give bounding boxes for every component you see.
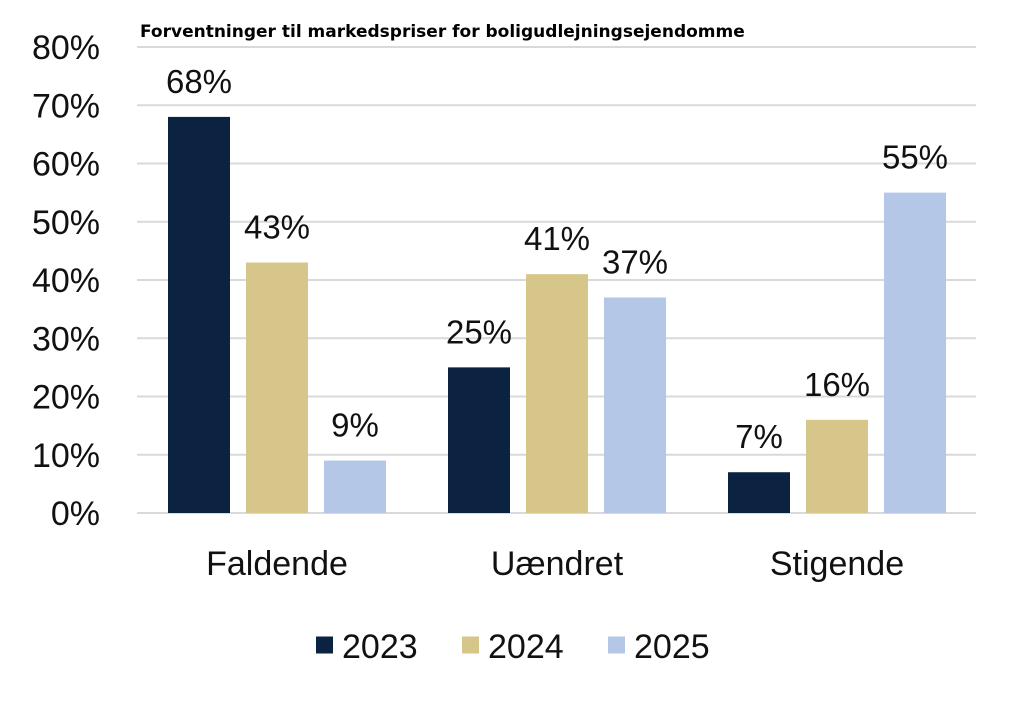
data-labels: 68% 43% 9% 25% 41% 37% 7% 16% 55% bbox=[166, 63, 948, 455]
y-axis-ticks: 0% 10% 20% 30% 40% 50% 60% 70% 80% bbox=[32, 29, 100, 533]
x-category-label: Faldende bbox=[206, 545, 348, 583]
legend-swatch-2023 bbox=[316, 636, 333, 654]
y-tick-label: 80% bbox=[32, 29, 100, 67]
bars bbox=[168, 116, 946, 514]
bar-2025-stigende bbox=[884, 192, 946, 513]
bar-2023-faldende bbox=[168, 116, 230, 514]
data-label: 43% bbox=[244, 209, 310, 246]
y-tick-label: 40% bbox=[32, 262, 100, 300]
data-label: 7% bbox=[735, 418, 783, 455]
legend-swatch-2024 bbox=[462, 636, 479, 654]
bar-2025-uændret bbox=[604, 297, 666, 513]
y-tick-label: 60% bbox=[32, 146, 100, 184]
data-label: 25% bbox=[446, 313, 512, 350]
data-label: 55% bbox=[882, 139, 948, 176]
x-axis-categories: Faldende Uændret Stigende bbox=[206, 545, 904, 583]
y-tick-label: 70% bbox=[32, 87, 100, 125]
data-label: 16% bbox=[804, 366, 870, 403]
chart-title: Forventninger til markedspriser for boli… bbox=[140, 22, 745, 42]
legend-label: 2025 bbox=[634, 628, 710, 666]
y-tick-label: 0% bbox=[51, 495, 100, 533]
data-label: 37% bbox=[602, 243, 668, 280]
y-tick-label: 10% bbox=[32, 437, 100, 475]
data-label: 68% bbox=[166, 63, 232, 100]
data-label: 41% bbox=[524, 220, 590, 257]
x-category-label: Stigende bbox=[770, 545, 904, 583]
legend: 2023 2024 2025 bbox=[316, 628, 710, 666]
legend-swatch-2025 bbox=[608, 636, 625, 654]
y-tick-label: 50% bbox=[32, 204, 100, 242]
bar-2025-faldende bbox=[324, 460, 386, 513]
bar-2024-stigende bbox=[806, 419, 868, 513]
legend-label: 2023 bbox=[342, 628, 418, 666]
bar-2024-uændret bbox=[526, 274, 588, 513]
bar-2023-stigende bbox=[728, 472, 790, 513]
x-category-label: Uændret bbox=[491, 545, 624, 583]
bar-2024-faldende bbox=[246, 262, 308, 513]
data-label: 9% bbox=[331, 407, 379, 444]
bar-2023-uændret bbox=[448, 367, 510, 513]
legend-label: 2024 bbox=[488, 628, 564, 666]
y-tick-label: 20% bbox=[32, 379, 100, 417]
y-tick-label: 30% bbox=[32, 320, 100, 358]
